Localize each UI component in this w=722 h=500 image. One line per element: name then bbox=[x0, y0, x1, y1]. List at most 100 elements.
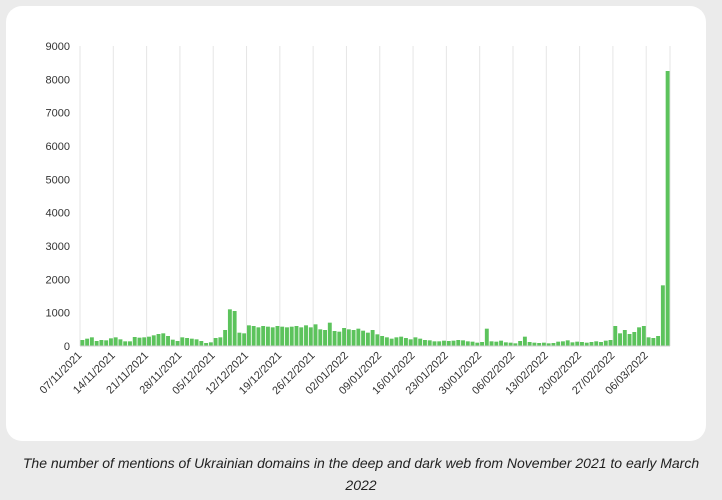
bar bbox=[89, 337, 94, 346]
y-tick-label: 3000 bbox=[46, 241, 70, 253]
bar bbox=[589, 342, 594, 346]
bar bbox=[142, 337, 147, 346]
bar bbox=[332, 331, 337, 346]
bar bbox=[560, 341, 565, 346]
bar-chart: 0 1000 2000 3000 4000 5000 6000 7000 8000 9000 07… bbox=[38, 41, 671, 397]
bars bbox=[80, 71, 670, 346]
bar bbox=[308, 327, 313, 346]
bar bbox=[384, 337, 389, 346]
bar bbox=[346, 329, 351, 346]
bar bbox=[651, 338, 656, 346]
bar bbox=[456, 340, 461, 346]
bar bbox=[518, 341, 523, 346]
bar bbox=[85, 338, 90, 346]
bar bbox=[104, 340, 109, 346]
bar bbox=[151, 335, 156, 346]
bar bbox=[337, 331, 342, 346]
bar bbox=[232, 311, 237, 346]
bar bbox=[261, 326, 266, 346]
y-tick-label: 6000 bbox=[46, 141, 70, 153]
bar bbox=[147, 336, 151, 346]
y-tick-label: 0 bbox=[64, 341, 70, 353]
bar bbox=[470, 341, 475, 346]
bar bbox=[251, 326, 256, 346]
bar bbox=[94, 341, 99, 346]
bar bbox=[565, 340, 570, 346]
bar bbox=[299, 327, 304, 346]
bar bbox=[170, 339, 175, 346]
bar bbox=[656, 336, 661, 346]
bar bbox=[294, 326, 299, 346]
bar bbox=[242, 333, 247, 346]
bar bbox=[166, 336, 170, 346]
bar bbox=[237, 332, 242, 346]
bar bbox=[494, 341, 499, 346]
bar bbox=[541, 342, 546, 346]
y-tick-label: 1000 bbox=[46, 308, 70, 320]
bar bbox=[370, 330, 375, 346]
bar bbox=[484, 328, 489, 346]
bar bbox=[580, 342, 584, 346]
bar bbox=[289, 326, 294, 346]
bar bbox=[161, 333, 166, 346]
bar bbox=[285, 327, 289, 346]
bar bbox=[342, 328, 347, 346]
bar bbox=[323, 330, 327, 346]
bar bbox=[156, 334, 161, 346]
grid-lines bbox=[79, 46, 671, 346]
bar bbox=[413, 337, 418, 346]
y-tick-label: 2000 bbox=[46, 274, 70, 286]
bar bbox=[480, 342, 485, 346]
y-tick-label: 9000 bbox=[46, 41, 70, 53]
y-tick-labels: 0 1000 2000 3000 4000 5000 6000 7000 8000 9000 bbox=[46, 41, 70, 353]
bar bbox=[280, 326, 285, 346]
bar bbox=[522, 336, 527, 346]
bar bbox=[551, 343, 556, 346]
bar bbox=[265, 326, 270, 346]
bar bbox=[641, 326, 646, 346]
bar bbox=[313, 324, 318, 346]
bar bbox=[489, 341, 494, 346]
bar bbox=[365, 332, 370, 346]
bar bbox=[503, 342, 508, 346]
bar bbox=[375, 334, 380, 346]
bar bbox=[603, 340, 608, 346]
bar bbox=[446, 341, 451, 346]
bar bbox=[584, 342, 589, 346]
bar bbox=[227, 309, 232, 346]
bar bbox=[570, 342, 575, 346]
bar bbox=[556, 341, 561, 346]
bar bbox=[80, 340, 85, 346]
bar bbox=[318, 329, 323, 346]
bar bbox=[451, 340, 456, 346]
bar bbox=[594, 341, 599, 346]
bar bbox=[665, 71, 670, 346]
bar bbox=[399, 336, 404, 346]
bar bbox=[613, 326, 618, 346]
y-tick-label: 5000 bbox=[46, 174, 70, 186]
bar bbox=[632, 332, 637, 346]
bar bbox=[204, 343, 209, 346]
bar bbox=[194, 339, 199, 346]
bar bbox=[546, 343, 551, 346]
y-tick-label: 8000 bbox=[46, 74, 70, 86]
bar bbox=[137, 337, 142, 346]
bar bbox=[461, 340, 465, 346]
bar bbox=[389, 338, 394, 346]
bar bbox=[270, 327, 275, 346]
bar bbox=[575, 341, 580, 346]
bar bbox=[175, 341, 180, 346]
bar bbox=[627, 334, 632, 346]
bar bbox=[246, 325, 251, 346]
y-tick-label: 7000 bbox=[46, 108, 70, 120]
bar bbox=[185, 338, 190, 346]
bar bbox=[208, 342, 213, 346]
bar bbox=[618, 333, 622, 346]
bar bbox=[432, 341, 437, 346]
bar bbox=[132, 337, 137, 346]
bar bbox=[403, 338, 408, 346]
bar bbox=[599, 342, 603, 346]
bar bbox=[218, 337, 223, 346]
bar bbox=[475, 342, 480, 346]
bar bbox=[465, 341, 470, 346]
